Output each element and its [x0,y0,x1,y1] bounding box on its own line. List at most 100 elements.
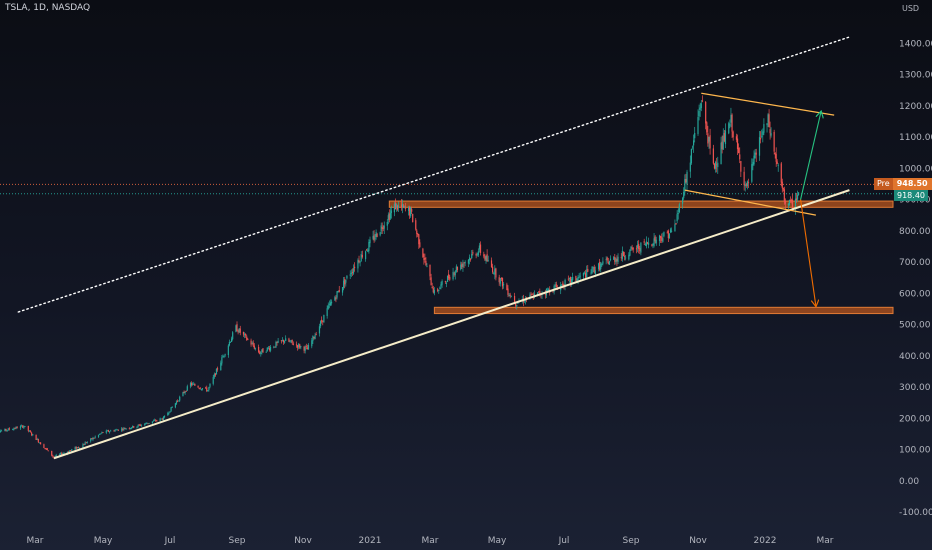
candle-body [722,135,724,150]
y-tick-label: -100.00 [899,508,932,518]
candle-body [716,164,718,166]
candle-body [401,204,404,208]
x-tick-label: Sep [229,536,246,546]
candle-body [744,184,746,187]
candle-body [709,135,711,149]
candle-body [437,289,439,291]
bearish-projection-arrow[interactable] [800,199,816,306]
candle-body [507,288,509,295]
candle-body [708,136,710,142]
candle-body [328,304,330,305]
candle-body [319,321,322,327]
candle-body [345,279,347,283]
candle-body [487,259,489,261]
candle-body [58,454,61,456]
candle-body [562,282,564,287]
candle-body [387,215,389,220]
candle-body [386,221,388,226]
candle-body [105,430,107,433]
y-tick-label: 500.00 [899,321,931,331]
support-trendline[interactable] [53,189,850,460]
candle-body [221,357,223,364]
wedge-bottom-line[interactable] [684,189,816,216]
candle-body [646,242,649,244]
candle-body [784,200,786,204]
support-zone[interactable] [433,306,894,315]
candle-body [490,260,493,267]
candle-body [197,385,199,388]
resistance-zone[interactable] [388,200,894,208]
candle-body [605,259,607,261]
candle-body [32,434,34,436]
candle-body [186,386,188,391]
candle-body [690,148,693,164]
candle-body [86,441,88,443]
candle-body [684,179,686,193]
candle-body [439,287,441,290]
candle-body [787,203,789,206]
channel-top-dotted-line[interactable] [17,36,851,313]
candle-body [83,444,85,446]
candle-body [579,275,581,277]
candle-body [614,256,616,262]
candle-body [751,164,753,182]
candle-body [288,338,290,342]
candle-body [475,253,477,256]
candle-body [429,264,431,277]
candle-body [582,272,585,276]
candle-body [379,232,381,236]
candle-body [367,249,369,252]
candle-body [396,205,399,210]
candle-body [395,203,398,208]
y-tick-label: 1200.00 [899,102,932,112]
candle-body [585,273,587,278]
candle-body [28,430,31,432]
candle-body [723,133,725,142]
candle-body [223,355,225,357]
candle-body [13,428,15,430]
candle-body [232,332,234,340]
axis-layer: 1400.001300.001200.001100.001000.00900.0… [27,39,932,546]
bullish-projection-arrow[interactable] [800,112,821,200]
candle-body [446,275,449,282]
candle-body [334,297,336,301]
candle-body [668,233,671,239]
candle-body [167,413,169,416]
candle-body [276,342,278,343]
candle-body [289,341,291,343]
candle-body [313,337,315,338]
candle-body [639,247,641,252]
candle-body [699,107,701,110]
candle-body [788,200,791,205]
candle-body [628,254,630,260]
candle-body [674,224,676,232]
candle-body [152,420,155,422]
candle-body [683,191,685,198]
candle-body [369,239,371,244]
candle-body [568,278,571,280]
candle-body [274,346,276,348]
candle-body [761,135,763,137]
candle-body [530,294,532,296]
candle-body [529,294,531,298]
candle-body [790,199,793,201]
candle-body [357,260,359,269]
candle-body [198,388,200,389]
candle-body [697,117,699,134]
currency-label: USD [902,4,920,13]
candle-body [569,277,572,283]
wedge-top-line[interactable] [701,92,835,116]
candle-body [156,420,158,422]
candle-body [424,258,426,260]
candle-body [191,383,193,386]
candle-body [404,208,407,209]
candle-body [262,348,264,353]
candle-body [747,182,750,184]
candle-body [326,308,328,316]
candle-body [760,138,762,140]
y-tick-label: 300.00 [899,383,931,393]
candle-body [60,453,62,455]
candle-body [758,137,761,156]
